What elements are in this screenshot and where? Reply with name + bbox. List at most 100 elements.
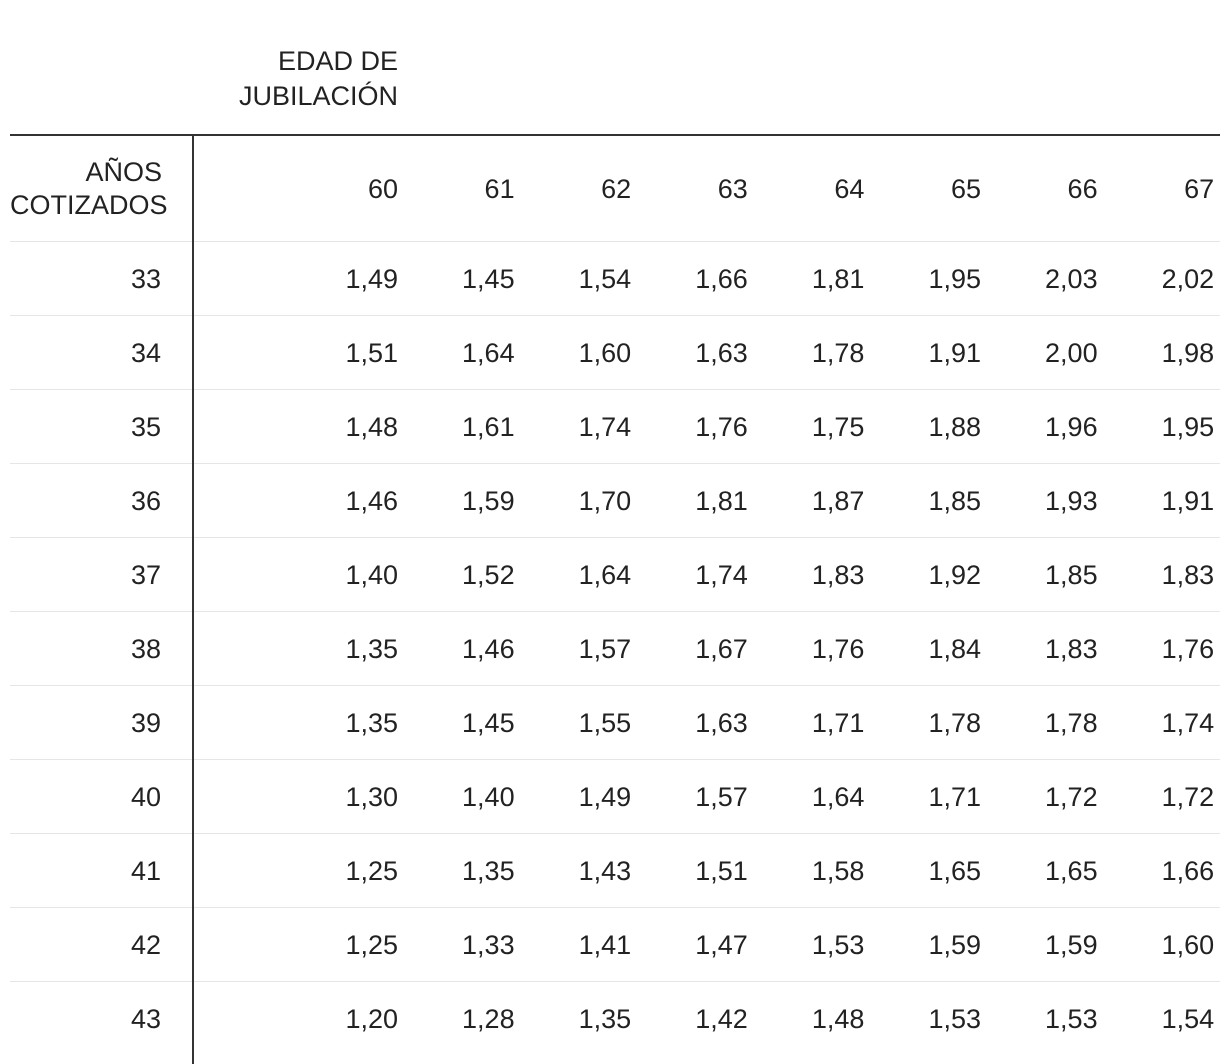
table-cell: 1,40 (462, 782, 515, 812)
table-row: 40 1,30 1,40 1,49 1,57 1,64 1,71 1,72 1,72 (10, 759, 1220, 834)
table-cell: 1,65 (1045, 856, 1098, 886)
table-cell: 1,49 (345, 264, 398, 294)
table-row: 37 1,40 1,52 1,64 1,74 1,83 1,92 1,85 1,83 (10, 537, 1220, 612)
column-header: 63 (717, 174, 748, 204)
table-cell: 1,88 (928, 412, 981, 442)
table-cell: 1,35 (345, 634, 398, 664)
table-cell: 1,85 (928, 486, 981, 516)
table-cell: 1,41 (578, 930, 632, 960)
row-label: 39 (130, 708, 161, 738)
row-label-divider (192, 135, 194, 1064)
table-cell: 1,28 (462, 1004, 515, 1034)
row-label: 40 (130, 782, 161, 812)
column-header: 60 (367, 174, 398, 204)
table-cell: 1,76 (695, 412, 748, 442)
table-cell: 1,85 (1045, 560, 1098, 590)
row-label: 37 (130, 560, 161, 590)
table-cell: 1,83 (1045, 634, 1098, 664)
table-cell: 1,78 (811, 338, 865, 368)
table-cell: 1,67 (695, 634, 748, 664)
table-cell: 2,02 (1161, 264, 1215, 294)
table-row: 43 1,20 1,28 1,35 1,42 1,48 1,53 1,53 1,54 (10, 981, 1220, 1056)
table-cell: 1,98 (1161, 338, 1215, 368)
table-cell: 1,54 (578, 264, 632, 294)
column-header: 66 (1067, 174, 1098, 204)
table-row: 36 1,46 1,59 1,70 1,81 1,87 1,85 1,93 1,91 (10, 463, 1220, 538)
table-cell: 1,65 (928, 856, 981, 886)
table-cell: 1,66 (1161, 856, 1215, 886)
table-cell: 1,91 (1161, 486, 1215, 516)
table-cell: 1,35 (462, 856, 515, 886)
table-cell: 1,55 (578, 708, 632, 738)
table-cell: 1,59 (1045, 930, 1098, 960)
table-cell: 1,72 (1045, 782, 1098, 812)
table-row: 41 1,25 1,35 1,43 1,51 1,58 1,65 1,65 1,66 (10, 833, 1220, 908)
table-cell: 1,30 (345, 782, 398, 812)
table-cell: 1,33 (462, 930, 515, 960)
column-header: 67 (1184, 174, 1215, 204)
table-cell: 1,49 (578, 782, 632, 812)
table-cell: 1,75 (811, 412, 865, 442)
table-cell: 1,57 (695, 782, 748, 812)
table-row: 34 1,51 1,64 1,60 1,63 1,78 1,91 2,00 1,98 (10, 315, 1220, 390)
table-cell: 1,64 (578, 560, 632, 590)
table-cell: 1,53 (928, 1004, 981, 1034)
table-cell: 1,87 (811, 486, 865, 516)
table-cell: 1,46 (345, 486, 398, 516)
table-cell: 1,42 (695, 1004, 748, 1034)
table-cell: 1,92 (928, 560, 981, 590)
table-cell: 1,57 (578, 634, 632, 664)
table-header-row: AÑOS COTIZADOS 60 61 62 63 64 65 66 67 (10, 136, 1220, 241)
table-cell: 1,53 (811, 930, 865, 960)
table-cell: 1,40 (345, 560, 398, 590)
table-cell: 1,72 (1161, 782, 1215, 812)
table-cell: 1,59 (462, 486, 515, 516)
table-cell: 1,58 (811, 856, 865, 886)
column-group-header: EDAD DE JUBILACIÓN (238, 46, 398, 111)
table-row: 42 1,25 1,33 1,41 1,47 1,53 1,59 1,59 1,60 (10, 907, 1220, 982)
table-cell: 1,74 (695, 560, 748, 590)
table-cell: 1,70 (578, 486, 632, 516)
table-cell: 1,60 (1161, 930, 1215, 960)
table-cell: 1,54 (1161, 1004, 1215, 1034)
table-cell: 1,51 (695, 856, 748, 886)
table-cell: 1,66 (695, 264, 748, 294)
column-header: 65 (950, 174, 981, 204)
table-cell: 1,91 (928, 338, 981, 368)
table-cell: 1,59 (928, 930, 981, 960)
table-cell: 1,95 (928, 264, 981, 294)
table-cell: 1,25 (345, 856, 398, 886)
table-cell: 1,71 (928, 782, 981, 812)
column-header: 62 (601, 174, 632, 204)
table-cell: 1,35 (578, 1004, 632, 1034)
table-cell: 1,53 (1045, 1004, 1098, 1034)
table-cell: 1,81 (811, 264, 865, 294)
row-header-label: AÑOS COTIZADOS (10, 157, 168, 220)
table-cell: 1,76 (1161, 634, 1215, 664)
table-cell: 1,25 (345, 930, 398, 960)
table-cell: 1,83 (811, 560, 865, 590)
table-cell: 2,03 (1045, 264, 1098, 294)
table-cell: 1,64 (811, 782, 865, 812)
table-cell: 1,78 (928, 708, 981, 738)
table-cell: 1,43 (578, 856, 632, 886)
row-label: 42 (130, 930, 161, 960)
table-cell: 1,71 (811, 708, 865, 738)
table-cell: 1,46 (462, 634, 515, 664)
table-cell: 1,60 (578, 338, 632, 368)
table-row: 33 1,49 1,45 1,54 1,66 1,81 1,95 2,03 2,02 (10, 241, 1220, 316)
table-cell: 1,45 (462, 264, 515, 294)
row-label: 36 (130, 486, 161, 516)
table-cell: 1,63 (695, 708, 748, 738)
table-cell: 1,52 (462, 560, 515, 590)
table-cell: 1,48 (811, 1004, 865, 1034)
table-cell: 1,47 (695, 930, 748, 960)
header-divider (10, 134, 1220, 136)
row-label: 41 (130, 856, 161, 886)
table-cell: 1,35 (345, 708, 398, 738)
table-cell: 1,95 (1161, 412, 1215, 442)
table-cell: 1,93 (1045, 486, 1098, 516)
table-cell: 1,45 (462, 708, 515, 738)
table-cell: 1,20 (345, 1004, 398, 1034)
